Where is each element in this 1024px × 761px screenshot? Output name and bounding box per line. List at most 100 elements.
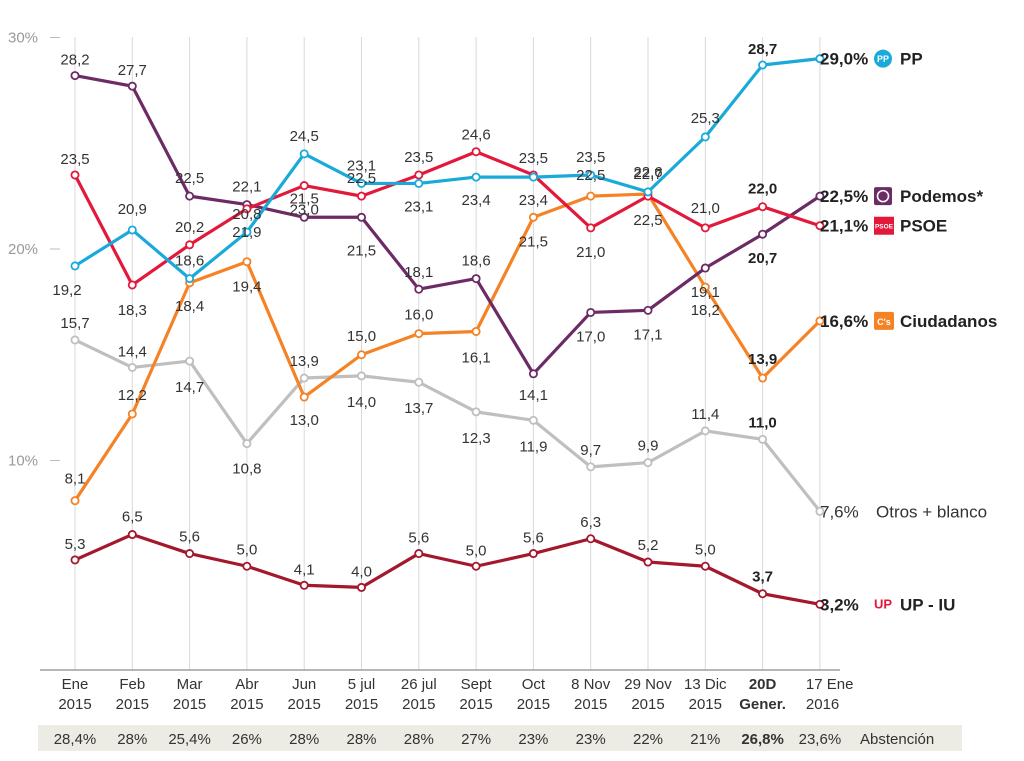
value-label: 6,5: [122, 509, 143, 526]
data-point: [127, 81, 137, 91]
value-label: 18,6: [175, 253, 204, 270]
value-label: 3,7: [752, 569, 773, 586]
value-label: 22,5: [347, 170, 376, 187]
ciudadanos-logo-icon: [874, 311, 894, 330]
value-label: 18,1: [404, 264, 433, 281]
abstention-value: 28%: [346, 731, 376, 748]
value-label: 23,1: [404, 198, 433, 215]
data-point: [414, 549, 424, 559]
data-point: [299, 181, 309, 191]
abstention-value: 23%: [576, 731, 606, 748]
data-point: [299, 373, 309, 383]
value-label: 13,9: [290, 353, 319, 370]
data-point: [127, 280, 137, 290]
value-label: 11,4: [691, 406, 719, 423]
pp-logo-text: PP: [877, 54, 889, 64]
series-line: [73, 192, 822, 502]
series-pp: [70, 54, 825, 284]
data-point: [356, 350, 366, 360]
abstention-value: 27%: [461, 731, 491, 748]
series-psoe: [70, 147, 825, 290]
data-point: [414, 329, 424, 339]
x-tick-label: 2015: [58, 696, 91, 713]
value-label: 23,5: [60, 151, 89, 168]
x-tick-label: 5 jul: [348, 676, 376, 693]
data-point: [528, 212, 538, 222]
x-tick-label: Abr: [235, 676, 258, 693]
value-label: 18,3: [118, 302, 147, 319]
value-label: 22,0: [748, 181, 777, 198]
pp-logo-icon: [874, 49, 892, 68]
y-tick-label: 20%: [8, 241, 38, 258]
data-point: [70, 555, 80, 565]
data-point: [471, 407, 481, 417]
value-label: 21,5: [290, 190, 319, 207]
data-point: [758, 202, 768, 212]
data-point: [643, 458, 653, 468]
data-point: [414, 284, 424, 294]
value-label: 20,2: [175, 219, 204, 236]
value-label: 23,5: [404, 149, 433, 166]
value-label: 13,9: [748, 351, 777, 368]
value-label: 17,0: [576, 328, 605, 345]
data-point: [356, 371, 366, 381]
data-point: [471, 147, 481, 157]
value-label: 22,6: [633, 164, 662, 181]
value-label: 5,0: [695, 541, 716, 558]
chart-value-labels: 19,2 20,9 18,6 20,8 24,5 23,1 23,1 23,4 23,4 23,5…: [52, 41, 777, 586]
data-point: [70, 261, 80, 271]
abstention-row: 28,4% 28% 25,4% 26% 28% 28% 28% 27% 23% 23% 22% 21%…: [38, 725, 962, 751]
data-point: [758, 589, 768, 599]
value-label: 5,6: [523, 530, 544, 547]
value-label: 5,0: [236, 541, 257, 558]
data-point: [185, 356, 195, 366]
data-point: [185, 274, 195, 284]
data-point: [356, 582, 366, 592]
series-line: [74, 338, 822, 513]
x-tick-label: Feb: [119, 676, 145, 693]
data-point: [815, 599, 825, 609]
value-label: 14,1: [519, 387, 548, 404]
value-label: 8,1: [65, 471, 86, 488]
value-label: 19,4: [232, 279, 261, 296]
abstention-value: 22%: [633, 731, 663, 748]
value-label: 9,7: [580, 442, 601, 459]
abstention-value: 28%: [404, 731, 434, 748]
value-label: 21,5: [347, 242, 376, 259]
value-label: 6,3: [580, 514, 601, 531]
value-label: 5,2: [638, 537, 659, 554]
x-tick-label: 26 jul: [401, 676, 437, 693]
data-point: [242, 204, 252, 214]
value-label: 27,7: [118, 62, 147, 79]
data-point: [758, 229, 768, 239]
series-otros-blanco: [70, 335, 825, 516]
data-point: [185, 549, 195, 559]
up-logo-icon: UP: [874, 596, 892, 611]
data-point: [70, 71, 80, 81]
data-point: [758, 434, 768, 444]
value-label: 19,2: [52, 282, 81, 299]
x-tick-label: 2015: [459, 696, 492, 713]
data-point: [815, 316, 825, 326]
value-label: 14,7: [175, 379, 204, 396]
data-point: [586, 462, 596, 472]
abstention-value: 26,8%: [741, 731, 784, 748]
value-label: 22,5: [633, 212, 662, 229]
data-point: [242, 227, 252, 237]
x-tick-label: Gener.: [739, 696, 786, 713]
value-label: 20,8: [232, 206, 261, 223]
data-point: [471, 274, 481, 284]
abstention-value: 28%: [289, 731, 319, 748]
value-label: 4,0: [351, 563, 372, 580]
value-label: 16,0: [404, 307, 433, 324]
podemos-logo-icon: [874, 187, 892, 206]
value-label: 23,4: [519, 192, 548, 209]
series-line: [73, 150, 821, 287]
data-point: [758, 60, 768, 70]
data-point: [700, 223, 710, 233]
abstention-band: [38, 725, 962, 751]
x-tick-label: 2015: [517, 696, 550, 713]
x-tick-label: 8 Nov: [571, 676, 611, 693]
abstention-value: 23%: [518, 731, 548, 748]
